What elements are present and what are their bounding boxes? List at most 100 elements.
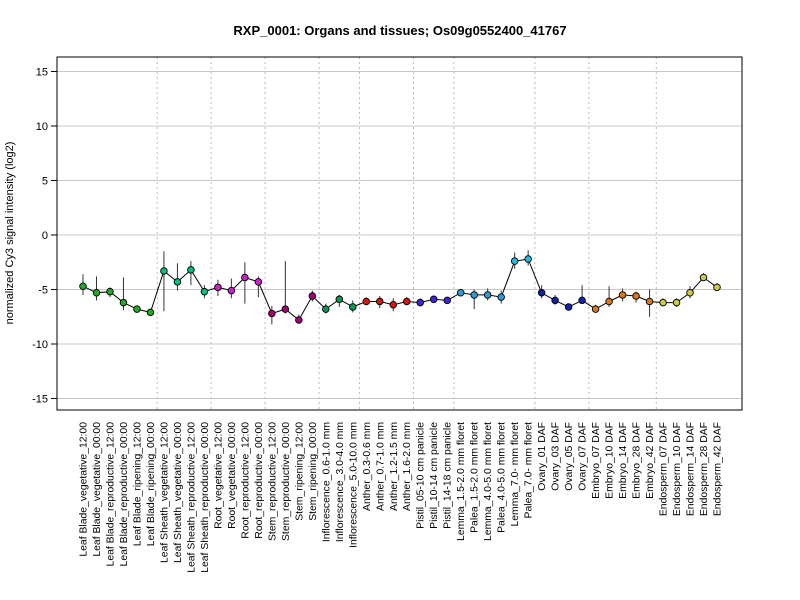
x-tick-label: Stem_ripening_12:00: [294, 422, 305, 521]
x-tick-label: Palea_4.0-5.0 mm floret: [497, 422, 508, 533]
x-tick-label: Root_reproductive_12:00: [240, 422, 251, 539]
x-tick-label: Anther_0.3-0.6 mm: [362, 422, 373, 511]
data-point: [92, 289, 101, 297]
error-bars: [82, 250, 718, 325]
x-tick-label: Root_reproductive_00:00: [254, 422, 265, 539]
data-point: [214, 283, 222, 292]
x-tick-label: Lemma_1.5-2.0 mm floret: [456, 422, 467, 541]
data-point: [605, 297, 613, 306]
x-tick-label: Endosperm_14 DAF: [686, 422, 697, 516]
y-axis-label: normalized Cy3 signal intensity (log2): [4, 142, 16, 325]
data-point: [362, 297, 371, 306]
data-point: [241, 273, 249, 282]
data-point: [402, 297, 411, 306]
x-tick-label: Root_vegetative_12:00: [213, 422, 224, 529]
data-point: [470, 291, 478, 299]
data-point: [227, 286, 236, 295]
x-tick-label: Embryo_07 DAF: [591, 422, 602, 499]
y-tick-label: 15: [36, 67, 48, 79]
x-tick-label: Inflorescence_3.0-4.0 mm: [335, 422, 346, 542]
plot-frame: [56, 56, 743, 411]
x-tick-label: Leaf Sheath_reproductive_00:00: [200, 422, 211, 573]
x-tick-label: Ovary_03 DAF: [551, 422, 562, 491]
data-point: [295, 316, 303, 324]
x-tick-label: Embryo_14 DAF: [618, 422, 629, 499]
x-tick-label: Ovary_01 DAF: [537, 422, 548, 491]
x-tick-label: Anther_1.6-2.0 mm: [402, 422, 413, 511]
data-point: [349, 303, 357, 311]
data-point: [483, 291, 492, 299]
y-tick-label: 10: [36, 121, 48, 133]
x-tick-label: Inflorescence_5.0-10.0 mm: [348, 422, 359, 548]
x-tick-label: Leaf Blade_vegetative_12:00: [79, 422, 90, 557]
data-point: [389, 301, 398, 309]
x-tick-label: Palea_7.0- mm floret: [524, 422, 535, 519]
x-tick-label: Leaf Blade_ripening_00:00: [146, 422, 157, 546]
data-point: [429, 295, 438, 304]
data-point: [133, 305, 141, 313]
data-point: [443, 296, 451, 305]
data-point: [497, 293, 505, 301]
chart-title: RXP_0001: Organs and tissues; Os09g05524…: [233, 23, 566, 38]
data-point: [268, 309, 276, 318]
data-point: [659, 298, 667, 307]
data-point: [79, 282, 87, 290]
data-point: [119, 298, 128, 307]
data-point: [591, 305, 600, 313]
x-tick-label: Leaf Blade_reproductive_00:00: [119, 422, 130, 567]
x-tick-label: Endosperm_07 DAF: [659, 422, 670, 516]
data-point: [254, 278, 263, 286]
data-point: [416, 298, 424, 307]
data-point: [618, 291, 627, 299]
data-point: [308, 292, 317, 300]
x-tick-label: Lemma_4.0-5.0 mm floret: [483, 422, 494, 541]
x-tick-label: Leaf Blade_ripening_12:00: [133, 422, 144, 546]
data-point: [632, 292, 640, 300]
data-point: [699, 273, 708, 282]
y-tick-label: -15: [32, 394, 48, 406]
x-tick-label: Stem_ripening_00:00: [308, 422, 319, 521]
x-tick-label: Leaf Sheath_reproductive_12:00: [186, 422, 197, 573]
data-point: [200, 287, 209, 296]
y-tick-label: 5: [42, 176, 48, 188]
data-point: [187, 266, 195, 274]
x-tick-label: Pistil_10-14 cm panicle: [429, 422, 440, 529]
x-tick-label: Leaf Sheath_vegetative_00:00: [173, 422, 184, 563]
y-axis: -15 -10 -5 0 5 10 15: [32, 67, 57, 406]
data-point: [106, 287, 114, 296]
x-tick-label: Leaf Sheath_vegetative_12:00: [159, 422, 170, 563]
y-tick-label: -5: [38, 285, 48, 297]
x-tick-label: Lemma_7.0- mm floret: [510, 422, 521, 527]
data-point: [524, 255, 532, 263]
x-tick-label: Ovary_07 DAF: [578, 422, 589, 491]
data-point: [335, 295, 344, 304]
data-point: [322, 305, 330, 313]
data-point: [686, 289, 694, 297]
data-point: [672, 298, 681, 307]
x-tick-label: Pistil_14-18 cm panicle: [443, 422, 454, 529]
x-tick-label: Pistil_05-10 cm panicle: [416, 422, 427, 529]
data-point: [713, 283, 721, 292]
data-point: [578, 296, 586, 305]
data-point: [146, 308, 155, 317]
x-tick-label: Embryo_10 DAF: [605, 422, 616, 499]
grid-lines: [57, 71, 742, 399]
x-tick-label: Stem_reproductive_00:00: [281, 422, 292, 541]
x-tick-label: Anther_0.7-1.0 mm: [375, 422, 386, 511]
group-separators: [156, 57, 657, 410]
x-tick-label: Endosperm_10 DAF: [672, 422, 683, 516]
data-point: [456, 289, 465, 297]
data-points: [79, 255, 721, 324]
data-point: [281, 305, 290, 313]
data-point: [551, 296, 559, 305]
x-tick-label: Anther_1.2-1.5 mm: [389, 422, 400, 511]
x-tick-label: Embryo_28 DAF: [632, 422, 643, 499]
x-tick-label: Stem_reproductive_12:00: [267, 422, 278, 541]
x-tick-label: Ovary_05 DAF: [564, 422, 575, 491]
x-tick-label: Root_vegetative_00:00: [227, 422, 238, 529]
data-point: [376, 297, 384, 306]
data-point: [173, 278, 182, 286]
x-tick-label: Palea_1.5-2.0 mm floret: [470, 422, 481, 533]
x-tick-label: Inflorescence_0.6-1.0 mm: [321, 422, 332, 542]
data-point: [510, 257, 519, 265]
